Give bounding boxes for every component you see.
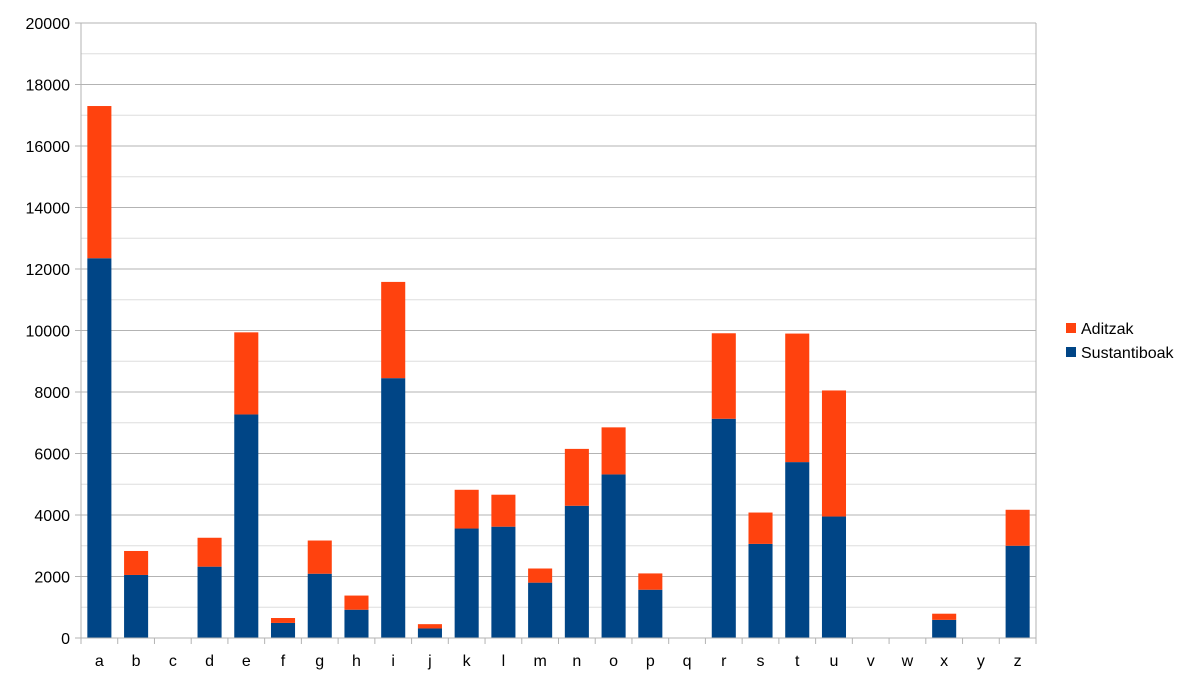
bar-sustantiboak-a — [87, 258, 112, 638]
x-tick-label: s — [757, 653, 765, 670]
x-tick-label: b — [132, 653, 141, 670]
y-tick-label: 10000 — [26, 324, 71, 341]
x-tick-label: u — [830, 653, 839, 670]
bar-sustantiboak-d — [197, 566, 222, 638]
bar-aditzak-h — [344, 595, 369, 610]
bar-aditzak-z — [1005, 509, 1030, 546]
bar-aditzak-e — [234, 332, 259, 415]
x-tick-label: t — [795, 653, 800, 670]
bar-aditzak-t — [785, 333, 810, 463]
bar-sustantiboak-m — [528, 582, 553, 638]
x-tick-label: g — [315, 653, 324, 670]
x-tick-label: f — [281, 653, 286, 670]
y-tick-label: 2000 — [34, 570, 70, 587]
bar-sustantiboak-u — [821, 516, 847, 638]
bar-aditzak-s — [748, 512, 773, 544]
bar-aditzak-x — [932, 613, 957, 620]
legend-swatch-sustantiboak — [1066, 347, 1076, 357]
x-tick-label: n — [572, 653, 581, 670]
x-tick-label: j — [427, 653, 432, 670]
bar-aditzak-p — [638, 573, 663, 590]
bar-sustantiboak-k — [454, 528, 479, 638]
bar-sustantiboak-z — [1005, 545, 1030, 638]
x-tick-label: a — [95, 653, 104, 670]
x-tick-label: x — [940, 653, 948, 670]
x-tick-label: k — [463, 653, 472, 670]
x-tick-label: m — [533, 653, 546, 670]
y-tick-label: 18000 — [26, 78, 71, 95]
x-tick-label: d — [205, 653, 214, 670]
legend: Aditzak Sustantiboak — [1066, 321, 1175, 362]
bar-aditzak-d — [197, 537, 222, 567]
bar-aditzak-u — [821, 390, 847, 517]
x-tick-label: o — [609, 653, 618, 670]
bar-sustantiboak-h — [344, 609, 369, 638]
x-tick-label: v — [867, 653, 875, 670]
bar-aditzak-a — [87, 106, 112, 259]
y-tick-label: 6000 — [34, 447, 70, 464]
bar-aditzak-g — [307, 540, 332, 574]
legend-label-aditzak: Aditzak — [1081, 321, 1134, 338]
bar-sustantiboak-p — [638, 589, 663, 638]
bar-sustantiboak-g — [307, 573, 332, 638]
bar-sustantiboak-f — [270, 622, 296, 638]
x-tick-label: e — [242, 653, 251, 670]
bar-sustantiboak-o — [601, 474, 626, 638]
x-tick-label: q — [683, 653, 692, 670]
x-tick-label: h — [352, 653, 361, 670]
y-tick-label: 0 — [61, 631, 70, 648]
legend-swatch-aditzak — [1066, 323, 1076, 333]
bar-aditzak-k — [454, 489, 479, 529]
bar-aditzak-j — [417, 624, 442, 629]
bar-aditzak-i — [381, 281, 406, 379]
y-tick-label: 12000 — [26, 262, 71, 279]
tick-labels: 0 2000 4000 6000 8000 10000 12000 14000 16000 180… — [26, 16, 1022, 670]
x-tick-label: p — [646, 653, 655, 670]
axes — [75, 22, 1037, 644]
bar-aditzak-m — [528, 568, 553, 583]
x-tick-label: c — [169, 653, 177, 670]
x-tick-label: r — [721, 653, 727, 670]
bar-sustantiboak-n — [564, 505, 589, 638]
y-tick-label: 20000 — [26, 16, 71, 33]
bar-sustantiboak-i — [381, 378, 406, 638]
x-tick-label: w — [901, 653, 914, 670]
x-tick-label: z — [1014, 653, 1022, 670]
bar-aditzak-n — [564, 448, 589, 506]
y-tick-label: 16000 — [26, 139, 71, 156]
bar-sustantiboak-s — [748, 543, 773, 638]
bar-sustantiboak-j — [417, 628, 442, 638]
y-tick-label: 4000 — [34, 508, 70, 525]
bar-sustantiboak-x — [932, 619, 957, 638]
grid-lines — [81, 22, 1036, 639]
bar-sustantiboak-b — [124, 574, 149, 638]
bar-sustantiboak-e — [234, 414, 259, 638]
legend-label-sustantiboak: Sustantiboak — [1081, 345, 1175, 362]
bar-sustantiboak-t — [785, 462, 810, 638]
bar-aditzak-b — [124, 550, 149, 575]
bar-aditzak-l — [491, 494, 516, 527]
y-tick-label: 14000 — [26, 201, 71, 218]
bar-aditzak-f — [270, 618, 296, 623]
x-tick-label: i — [391, 653, 395, 670]
bar-sustantiboak-r — [711, 418, 736, 638]
x-tick-label: y — [977, 653, 985, 670]
x-tick-label: l — [502, 653, 506, 670]
y-tick-label: 8000 — [34, 385, 70, 402]
bar-sustantiboak-l — [491, 526, 516, 638]
bar-aditzak-o — [601, 427, 626, 475]
bar-aditzak-r — [711, 333, 736, 419]
bars — [87, 106, 1030, 638]
